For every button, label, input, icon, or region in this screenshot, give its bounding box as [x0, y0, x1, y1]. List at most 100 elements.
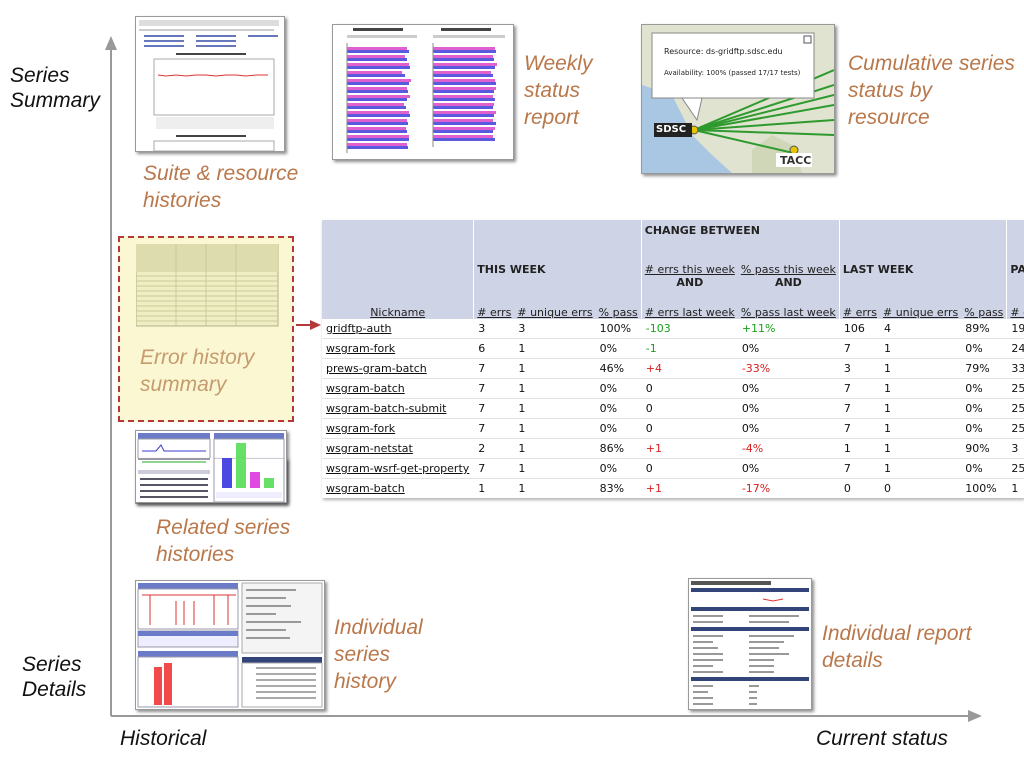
table-cell-ch-pass: 0% — [737, 418, 840, 439]
individual-series-thumbnail[interactable] — [135, 580, 325, 710]
table-cell-ch-errs: 0 — [640, 398, 738, 419]
nickname-link[interactable]: wsgram-wsrf-get-property — [322, 458, 474, 479]
cumulative-status-caption: Cumulative series status by resource — [848, 52, 1015, 129]
header-change-pass-bottom[interactable]: % pass last week — [737, 289, 840, 319]
header-tw-pass[interactable]: % pass — [595, 289, 642, 319]
header-change-pass-top[interactable]: % pass this week — [737, 248, 840, 276]
table-cell-lw-pass: 79% — [961, 358, 1007, 379]
table-cell-lw-errs: 7 — [838, 458, 880, 479]
table-cell-tw-pass: 83% — [595, 478, 642, 498]
weekly-report-thumbnail[interactable] — [332, 24, 514, 160]
header-change-and-2: AND — [737, 276, 840, 289]
header-this-week: THIS WEEK — [473, 248, 642, 276]
table-cell-ch-errs: -1 — [640, 338, 738, 359]
suite-history-thumbnail[interactable] — [135, 16, 285, 152]
nickname-link[interactable]: wsgram-netstat — [322, 438, 474, 459]
table-cell-lw-errs: 3 — [838, 358, 880, 379]
table-cell-tw-errs: 7 — [473, 358, 515, 379]
table-cell-p4-errs: 25 — [1006, 398, 1024, 419]
map-availability-label: Availability: 100% (passed 17/17 tests) — [664, 69, 801, 77]
header-p4-errs[interactable]: # errs — [1006, 289, 1024, 319]
header-lw-pass[interactable]: % pass — [961, 289, 1007, 319]
table-cell-ch-errs: 0 — [640, 458, 738, 479]
table-cell-tw-unique: 1 — [514, 458, 596, 479]
table-cell-tw-pass: 46% — [595, 358, 642, 379]
error-summary-table: CHANGE BETWEEN THIS WEEK # errs this wee… — [322, 220, 1024, 498]
table-cell-lw-errs: 7 — [838, 398, 880, 419]
table-cell-ch-pass: 0% — [737, 398, 840, 419]
resource-map-thumbnail[interactable]: Resource: ds-gridftp.sdsc.edu Availabili… — [641, 24, 835, 174]
table-cell-lw-unique: 1 — [880, 438, 962, 459]
table-cell-tw-unique: 1 — [514, 378, 596, 399]
table-cell-lw-unique: 1 — [880, 398, 962, 419]
header-change-between: CHANGE BETWEEN — [640, 220, 840, 240]
header-lw-unique[interactable]: # unique errs — [880, 289, 962, 319]
error-history-table-icon — [136, 244, 279, 327]
table-cell-lw-unique: 1 — [880, 458, 962, 479]
error-history-highlight[interactable]: Error history summary — [118, 236, 294, 422]
header-change-and-1: AND — [640, 276, 738, 289]
nickname-link[interactable]: wsgram-batch-submit — [322, 398, 474, 419]
table-cell-tw-errs: 7 — [473, 378, 515, 399]
table-cell-lw-errs: 7 — [838, 338, 880, 359]
individual-report-thumbnail[interactable] — [688, 578, 812, 710]
table-cell-p4-errs: 25 — [1006, 418, 1024, 439]
header-tw-unique[interactable]: # unique errs — [514, 289, 596, 319]
map-resource-label: Resource: ds-gridftp.sdsc.edu — [664, 47, 783, 56]
header-change-errs-bottom[interactable]: # errs last week — [640, 289, 738, 319]
table-cell-lw-unique: 4 — [880, 319, 962, 339]
table-cell-ch-errs: +1 — [640, 478, 738, 498]
individual-series-caption: Individual series history — [334, 616, 423, 693]
header-tw-errs[interactable]: # errs — [473, 289, 515, 319]
table-cell-ch-errs: 0 — [640, 418, 738, 439]
weekly-report-chart-icon — [333, 25, 513, 159]
header-past4-spacer — [1006, 220, 1024, 248]
individual-report-caption: Individual report details — [822, 622, 972, 672]
header-lw-errs[interactable]: # errs — [838, 289, 880, 319]
header-change-errs-top[interactable]: # errs this week — [640, 248, 738, 276]
resource-map-icon — [642, 25, 834, 173]
suite-history-chart-icon — [136, 17, 284, 151]
table-cell-tw-errs: 1 — [473, 478, 515, 498]
nickname-link[interactable]: wsgram-fork — [322, 418, 474, 439]
table-cell-lw-unique: 1 — [880, 338, 962, 359]
table-cell-tw-errs: 6 — [473, 338, 515, 359]
nickname-link[interactable]: wsgram-batch — [322, 378, 474, 399]
nickname-link[interactable]: gridftp-auth — [322, 319, 474, 339]
table-cell-p4-errs: 33 — [1006, 358, 1024, 379]
table-cell-tw-pass: 100% — [595, 319, 642, 339]
table-cell-ch-errs: -103 — [640, 319, 738, 339]
table-cell-tw-unique: 3 — [514, 319, 596, 339]
individual-series-chart-icon — [136, 581, 324, 709]
suite-history-caption: Suite & resource histories — [143, 162, 299, 212]
y-axis-bottom-label: Series Details — [22, 653, 87, 701]
nickname-link[interactable]: prews-gram-batch — [322, 358, 474, 379]
table-cell-p4-errs: 3 — [1006, 438, 1024, 459]
header-nickname-spacer — [322, 220, 474, 248]
header-last-week-spacer — [838, 220, 1007, 248]
related-series-lower-thumbnail[interactable] — [135, 458, 287, 503]
map-sdsc-label: SDSC — [656, 124, 687, 135]
table-cell-lw-pass: 90% — [961, 438, 1007, 459]
table-cell-tw-pass: 0% — [595, 378, 642, 399]
nickname-link[interactable]: wsgram-fork — [322, 338, 474, 359]
header-nickname[interactable]: Nickname — [322, 289, 474, 319]
table-cell-lw-pass: 0% — [961, 338, 1007, 359]
table-cell-tw-pass: 0% — [595, 338, 642, 359]
table-cell-lw-pass: 0% — [961, 418, 1007, 439]
table-cell-ch-errs: +4 — [640, 358, 738, 379]
table-cell-lw-pass: 0% — [961, 458, 1007, 479]
table-cell-lw-unique: 0 — [880, 478, 962, 498]
table-cell-lw-unique: 1 — [880, 378, 962, 399]
header-last-week: LAST WEEK — [838, 248, 1007, 276]
nickname-link[interactable]: wsgram-batch — [322, 478, 474, 498]
table-cell-p4-errs: 25 — [1006, 458, 1024, 479]
table-cell-ch-pass: 0% — [737, 378, 840, 399]
x-axis-right-label: Current status — [816, 727, 948, 750]
table-cell-lw-pass: 0% — [961, 378, 1007, 399]
table-cell-tw-errs: 7 — [473, 458, 515, 479]
